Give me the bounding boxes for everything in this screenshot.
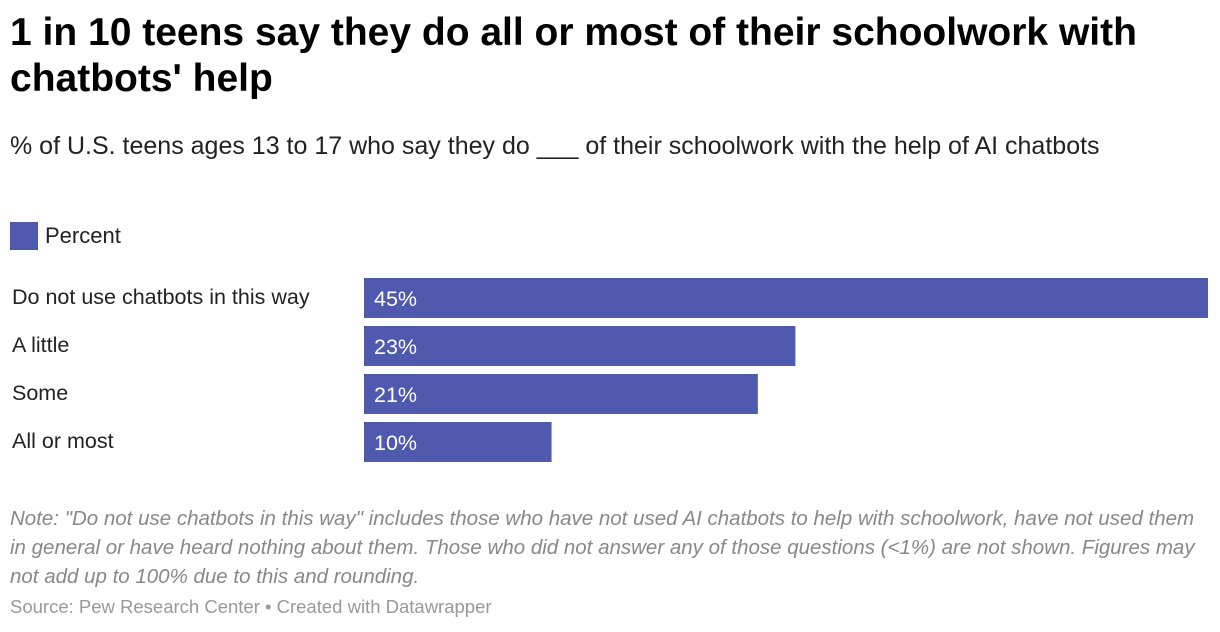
category-label: Do not use chatbots in this way xyxy=(12,285,310,309)
bar xyxy=(364,374,758,414)
category-label: Some xyxy=(12,381,68,405)
bar xyxy=(364,422,552,462)
legend-swatch xyxy=(10,222,38,250)
chart-source: Source: Pew Research Center • Created wi… xyxy=(10,596,492,617)
chart-subtitle: % of U.S. teens ages 13 to 17 who say th… xyxy=(10,132,1100,160)
chart-title: 1 in 10 teens say they do all or most of… xyxy=(10,11,1137,100)
data-label: 21% xyxy=(374,383,417,407)
data-label: 10% xyxy=(374,431,417,455)
chart-note: Note: "Do not use chatbots in this way" … xyxy=(10,507,1195,588)
legend: Percent xyxy=(10,222,121,250)
bar xyxy=(364,326,796,366)
bar-chart: Do not use chatbots in this way 45% A litt… xyxy=(12,278,1208,462)
legend-label: Percent xyxy=(45,223,121,248)
category-label: All or most xyxy=(12,429,114,453)
bar xyxy=(364,278,1208,318)
data-label: 45% xyxy=(374,287,417,311)
category-label: A little xyxy=(12,333,69,357)
data-label: 23% xyxy=(374,335,417,359)
